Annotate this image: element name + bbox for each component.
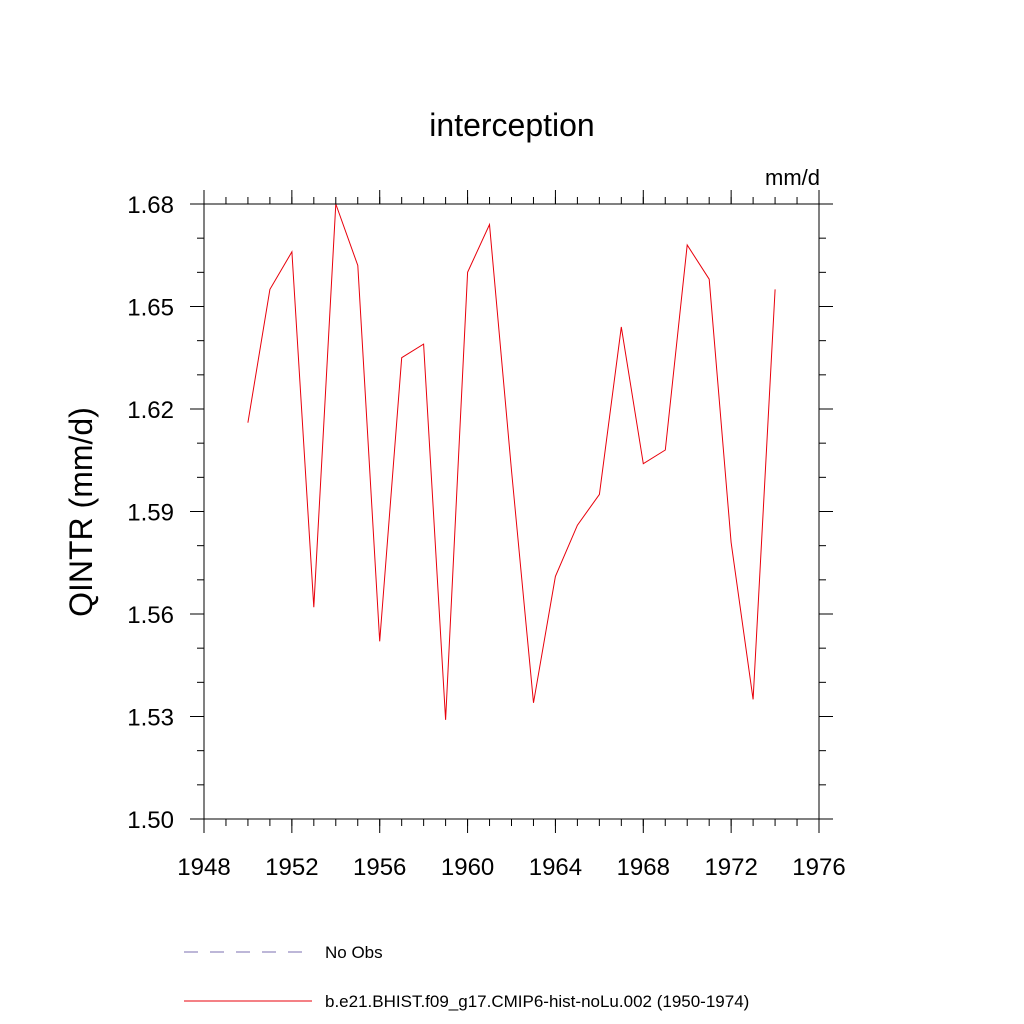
y-tick-label: 1.68: [127, 192, 174, 219]
y-tick-label: 1.65: [127, 295, 174, 322]
series-line: [247, 203, 776, 720]
axis-tick-labels: 1948 1952 1956 1960 1964 1968 1972 1976 1.50 1.53…: [127, 192, 845, 881]
y-tick-label: 1.50: [127, 807, 174, 834]
y-tick-label: 1.56: [127, 602, 174, 629]
y-tick-label: 1.53: [127, 705, 174, 732]
x-tick-label: 1956: [353, 854, 406, 881]
series-lines: [247, 203, 776, 720]
y-axis-label: QINTR (mm/d): [63, 407, 99, 617]
legend-label: b.e21.BHIST.f09_g17.CMIP6-hist-noLu.002 …: [325, 992, 749, 1011]
plot-frame: [203, 203, 820, 820]
x-tick-label: 1948: [177, 854, 230, 881]
chart-title: interception: [429, 107, 594, 143]
legend-label: No Obs: [325, 943, 383, 962]
x-tick-label: 1964: [529, 854, 582, 881]
axis-ticks: [190, 190, 833, 833]
y-tick-label: 1.59: [127, 500, 174, 527]
x-tick-label: 1972: [704, 854, 757, 881]
x-tick-label: 1960: [441, 854, 494, 881]
x-tick-label: 1968: [617, 854, 670, 881]
x-tick-label: 1976: [792, 854, 845, 881]
y-tick-label: 1.62: [127, 397, 174, 424]
x-tick-label: 1952: [265, 854, 318, 881]
units-label: mm/d: [765, 165, 820, 190]
legend: No Obs b.e21.BHIST.f09_g17.CMIP6-hist-noL…: [184, 943, 749, 1011]
